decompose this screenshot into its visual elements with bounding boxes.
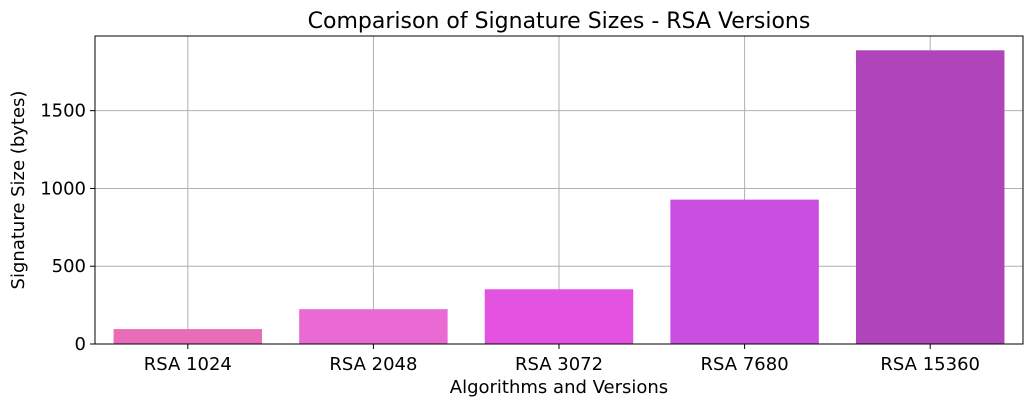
x-tick-label: RSA 3072	[515, 354, 603, 375]
chart-title: Comparison of Signature Sizes - RSA Vers…	[308, 9, 811, 34]
bar	[855, 50, 1005, 345]
y-tick-label: 0	[75, 334, 86, 355]
y-tick-label: 500	[52, 256, 86, 277]
bar	[299, 309, 448, 344]
bar	[113, 329, 263, 344]
x-tick-label: RSA 1024	[144, 354, 232, 375]
bar	[484, 289, 634, 344]
y-axis-ticks: 0 500 1000 1500	[40, 101, 95, 355]
y-tick-label: 1500	[40, 101, 86, 122]
x-tick-label: RSA 7680	[701, 354, 789, 375]
x-tick-label: RSA 15360	[880, 354, 980, 375]
bars	[113, 50, 1005, 345]
x-axis-label: Algorithms and Versions	[450, 377, 668, 398]
bar	[670, 199, 819, 344]
x-tick-label: RSA 2048	[329, 354, 417, 375]
y-axis-label: Signature Size (bytes)	[8, 91, 29, 290]
y-tick-label: 1000	[40, 178, 86, 199]
x-axis-ticks: RSA 1024 RSA 2048 RSA 3072 RSA 7680 RSA 1536…	[144, 344, 980, 375]
